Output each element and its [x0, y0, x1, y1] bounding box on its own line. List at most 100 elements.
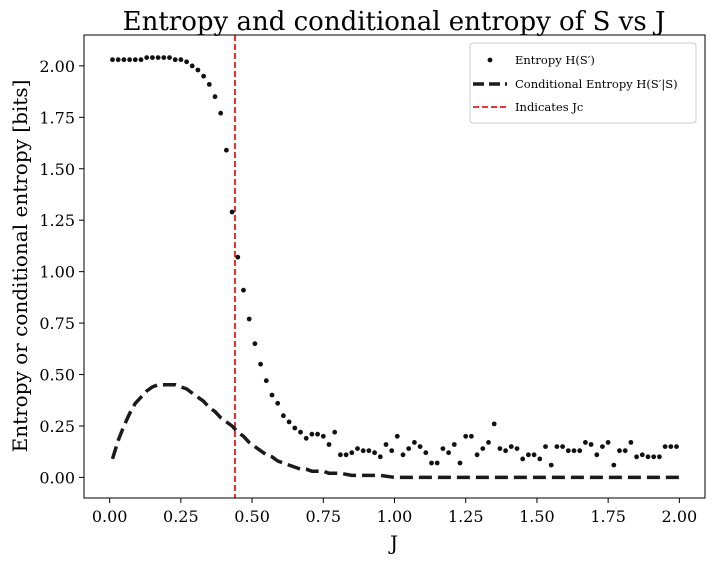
entropy-point — [645, 454, 651, 460]
entropy-point — [434, 460, 440, 466]
entropy-point — [554, 444, 560, 449]
x-tick-label: 2.00 — [662, 507, 698, 526]
entropy-point — [155, 55, 161, 60]
legend-conditional-label: Conditional Entropy H(S′|S) — [515, 77, 678, 92]
entropy-point — [480, 446, 486, 451]
entropy-point — [451, 442, 457, 447]
entropy-point — [144, 55, 150, 60]
conditional-entropy-curve — [110, 383, 680, 480]
entropy-point — [218, 110, 224, 116]
x-axis: 0.00 0.25 0.50 0.75 1.00 1.25 1.50 1.75 2.00 — [92, 498, 697, 526]
entropy-point — [372, 450, 377, 456]
y-axis: 0.00 0.25 0.50 0.75 1.00 1.25 1.50 1.75 2.00 — [39, 57, 84, 487]
entropy-point — [121, 57, 127, 63]
entropy-point — [235, 254, 241, 260]
entropy-point — [491, 421, 497, 427]
entropy-point — [360, 448, 366, 454]
entropy-point — [668, 444, 674, 449]
entropy-point — [605, 440, 611, 445]
entropy-point — [628, 440, 634, 445]
entropy-point — [377, 454, 383, 460]
y-tick-label: 0.75 — [39, 314, 75, 333]
entropy-point — [394, 433, 400, 439]
entropy-point — [212, 94, 218, 100]
entropy-point — [508, 444, 514, 449]
legend: Entropy H(S′) Conditional Entropy H(S′|S… — [469, 42, 697, 124]
entropy-point — [617, 448, 622, 454]
entropy-point — [497, 446, 503, 451]
entropy-point — [571, 448, 577, 454]
entropy-point — [258, 361, 263, 367]
entropy-point — [383, 442, 389, 447]
entropy-point — [349, 450, 355, 456]
x-tick-label: 1.75 — [590, 507, 626, 526]
entropy-point — [520, 456, 526, 462]
entropy-point — [178, 57, 184, 63]
y-tick-label: 1.25 — [39, 211, 75, 230]
legend-jc-label: Indicates Jc — [515, 100, 583, 114]
entropy-point — [138, 57, 144, 63]
entropy-point — [537, 456, 543, 462]
entropy-point — [320, 433, 326, 439]
x-tick-label: 0.75 — [305, 507, 341, 526]
entropy-point — [161, 55, 167, 60]
entropy-point — [389, 448, 395, 454]
entropy-point — [127, 57, 132, 63]
entropy-point — [252, 341, 258, 347]
entropy-point — [417, 444, 423, 449]
entropy-point — [292, 425, 298, 431]
entropy-point — [560, 444, 565, 449]
entropy-point — [343, 452, 349, 458]
entropy-point — [423, 450, 429, 456]
entropy-point — [543, 444, 548, 449]
entropy-point — [457, 460, 463, 466]
entropy-point — [332, 429, 338, 435]
entropy-point — [309, 431, 315, 437]
entropy-point — [269, 392, 275, 398]
y-tick-label: 2.00 — [39, 57, 75, 76]
entropy-point — [189, 63, 195, 69]
entropy-point — [298, 429, 303, 435]
entropy-point — [229, 209, 235, 215]
entropy-point — [366, 448, 372, 454]
entropy-point — [548, 462, 554, 468]
entropy-point — [132, 57, 138, 63]
entropy-point — [150, 55, 155, 60]
entropy-point — [565, 448, 571, 454]
entropy-point — [184, 59, 190, 65]
entropy-point — [634, 454, 639, 460]
entropy-point — [167, 55, 172, 60]
entropy-point — [446, 450, 451, 456]
y-tick-label: 0.00 — [39, 468, 75, 487]
entropy-point — [577, 448, 583, 454]
entropy-point — [674, 444, 679, 449]
entropy-point — [588, 442, 594, 447]
entropy-point — [326, 442, 332, 447]
entropy-point — [206, 82, 212, 87]
y-tick-label: 1.75 — [39, 108, 75, 127]
x-tick-label: 0.50 — [234, 507, 270, 526]
legend-box — [469, 42, 697, 124]
entropy-point — [275, 400, 281, 406]
entropy-point — [594, 452, 600, 458]
entropy-point — [224, 147, 229, 153]
entropy-point — [583, 440, 588, 445]
x-tick-label: 0.00 — [92, 507, 128, 526]
entropy-point — [463, 433, 469, 439]
entropy-point — [651, 454, 657, 460]
entropy-point — [662, 444, 668, 449]
x-tick-label: 1.50 — [519, 507, 555, 526]
entropy-point — [315, 431, 320, 437]
entropy-point — [440, 446, 446, 451]
y-axis-label: Entropy or conditional entropy [bits] — [8, 80, 32, 453]
entropy-point — [657, 454, 662, 460]
entropy-point — [469, 433, 474, 439]
x-axis-label: J — [388, 531, 398, 555]
entropy-point — [400, 452, 406, 458]
entropy-point — [600, 444, 605, 449]
entropy-point — [531, 452, 537, 458]
entropy-point — [526, 452, 531, 458]
legend-entropy-marker — [487, 57, 493, 63]
entropy-point — [303, 435, 309, 441]
y-tick-label: 1.00 — [39, 263, 75, 282]
